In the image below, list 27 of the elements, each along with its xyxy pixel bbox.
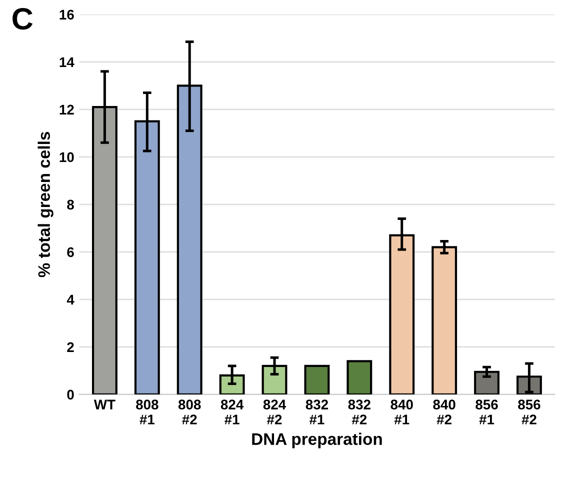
x-tick-label: 808 #1 — [136, 400, 158, 424]
x-tick-label: 832 #2 — [348, 400, 370, 424]
x-tick-label: 856 #2 — [518, 400, 540, 424]
x-tick-label: 856 #1 — [476, 400, 498, 424]
bar — [474, 370, 500, 394]
y-tick-label: 0 — [67, 390, 74, 400]
y-tick-label: 8 — [67, 200, 74, 210]
x-axis-title: DNA preparation — [252, 432, 382, 448]
y-tick-label: 14 — [60, 57, 74, 67]
x-tick-label: 824 #1 — [220, 400, 244, 424]
x-tick-label: 832 #1 — [306, 400, 328, 424]
y-tick-label: 12 — [60, 104, 74, 114]
chart-title: C — [12, 8, 33, 30]
y-tick-label: 16 — [60, 10, 74, 20]
y-tick-label: 4 — [66, 294, 74, 304]
y-tick-label: 10 — [60, 152, 74, 162]
x-tick-label: 840 #1 — [390, 400, 413, 424]
x-tick-label: 840 #2 — [433, 400, 456, 424]
x-tick-label: WT — [94, 400, 116, 410]
bar — [304, 364, 330, 394]
bar — [346, 360, 372, 394]
y-tick-label: 6 — [67, 247, 74, 258]
bar — [432, 246, 458, 394]
y-tick-label: 2 — [67, 342, 74, 352]
x-tick-label: 824 #2 — [263, 400, 286, 424]
y-axis-title: % total green cells — [38, 132, 54, 278]
x-tick-label: 808 #2 — [178, 400, 201, 424]
